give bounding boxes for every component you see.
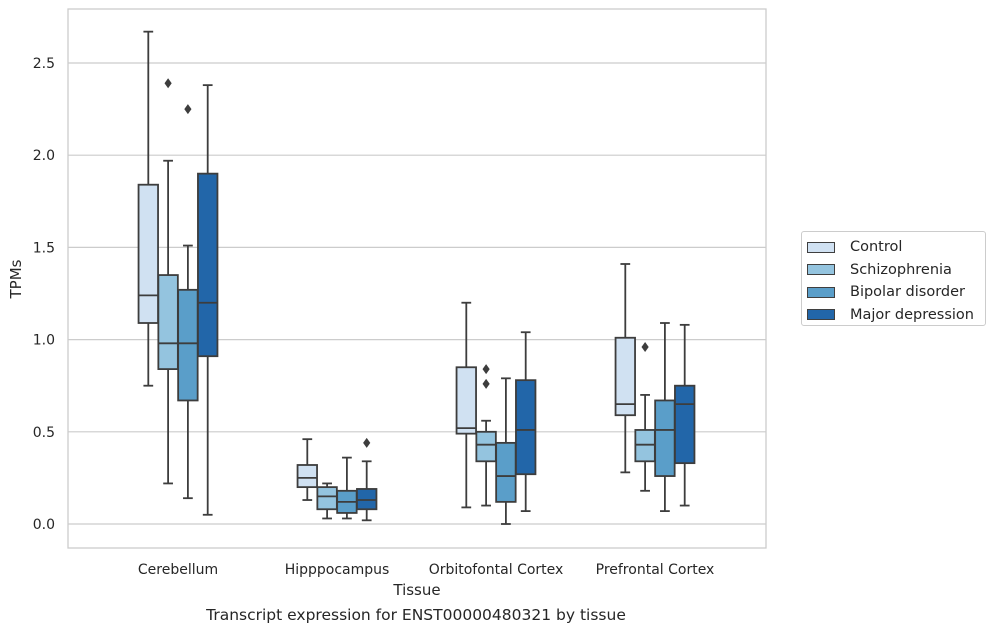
legend-item: Schizophrenia	[807, 259, 985, 282]
box	[296, 464, 318, 489]
legend-item: Control	[807, 236, 985, 259]
box	[634, 429, 656, 463]
legend-item: Bipolar disorder	[807, 281, 985, 304]
y-tick-label: 0.0	[33, 517, 55, 533]
outlier-point	[482, 364, 490, 375]
outlier-point	[482, 378, 490, 389]
box	[177, 288, 199, 402]
outlier-point	[184, 104, 192, 115]
legend-label: Bipolar disorder	[850, 284, 965, 301]
box	[137, 183, 159, 324]
y-tick-label: 1.5	[33, 240, 55, 256]
box	[654, 399, 676, 477]
plot-frame	[67, 8, 767, 549]
legend: Control Schizophrenia Bipolar disorder Majo…	[801, 231, 986, 326]
box	[515, 379, 537, 476]
box	[197, 172, 219, 358]
box	[475, 430, 497, 463]
y-axis-label: TPMs	[7, 259, 25, 299]
y-tick-label: 2.5	[33, 56, 55, 72]
legend-label: Major depression	[850, 306, 974, 323]
legend-swatch	[807, 309, 835, 321]
y-tick-label: 0.5	[33, 425, 55, 441]
x-tick-labels: Cerebellum Hipppocampus Orbitofontal Corte…	[138, 562, 714, 578]
box	[455, 366, 477, 435]
legend-swatch	[807, 286, 835, 298]
legend-label: Control	[850, 239, 903, 256]
box	[614, 336, 636, 417]
legend-label: Schizophrenia	[850, 261, 952, 278]
box	[157, 274, 179, 371]
x-tick-label: Cerebellum	[138, 562, 218, 578]
x-tick-label: Hipppocampus	[285, 562, 390, 578]
legend-item: Major depression	[807, 304, 985, 327]
outlier-point	[164, 78, 172, 89]
box	[495, 441, 517, 503]
x-axis-label: Tissue	[392, 581, 440, 599]
boxes-group	[137, 30, 696, 525]
box	[356, 488, 378, 511]
chart-caption: Transcript expression for ENST0000048032…	[206, 606, 626, 624]
box	[674, 384, 696, 465]
legend-swatch	[807, 264, 835, 276]
outlier-point	[363, 437, 371, 448]
y-tick-labels: 0.0 0.5 1.0 1.5 2.0 2.5	[33, 56, 55, 533]
x-tick-label: Prefrontal Cortex	[596, 562, 715, 578]
legend-swatch	[807, 241, 835, 253]
box	[316, 486, 338, 511]
y-tick-label: 2.0	[33, 148, 55, 164]
outlier-point	[641, 341, 649, 352]
y-tick-label: 1.0	[33, 333, 55, 349]
x-tick-label: Orbitofontal Cortex	[429, 562, 564, 578]
